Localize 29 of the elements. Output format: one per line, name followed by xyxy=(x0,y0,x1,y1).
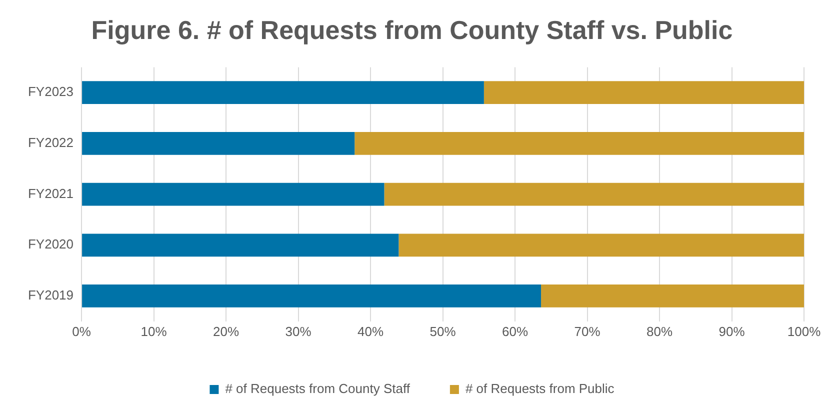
x-tick-label: 80% xyxy=(646,324,673,339)
y-tick-label: FY2021 xyxy=(28,186,74,201)
bar xyxy=(484,81,804,104)
x-tick-label: 30% xyxy=(285,324,312,339)
y-tick-label: FY2023 xyxy=(28,84,74,100)
legend-label: # of Requests from Public xyxy=(465,381,615,396)
legend-label: # of Requests from County Staff xyxy=(225,381,410,396)
bar xyxy=(384,182,804,206)
bar xyxy=(82,284,542,308)
x-tick-label: 40% xyxy=(358,324,384,339)
x-tick-label: 70% xyxy=(574,324,601,339)
bar xyxy=(82,132,355,155)
x-tick-label: 90% xyxy=(718,324,746,339)
x-tick-label: 10% xyxy=(140,324,168,339)
bar xyxy=(82,81,484,104)
x-tick-label: 0% xyxy=(72,324,92,339)
bar xyxy=(398,234,804,257)
x-tick-label: 20% xyxy=(213,324,240,339)
y-tick-label: FY2019 xyxy=(28,288,74,303)
bar xyxy=(541,284,804,308)
bar xyxy=(82,182,384,206)
bar xyxy=(82,234,399,257)
bar xyxy=(354,132,804,155)
chart-title: Figure 6. # of Requests from County Staff vs. Public xyxy=(91,14,733,45)
x-tick-label: 50% xyxy=(430,324,456,339)
x-tick-label: 60% xyxy=(502,324,528,339)
y-tick-label: FY2020 xyxy=(28,236,74,252)
x-tick-label: 100% xyxy=(787,324,822,339)
y-tick-label: FY2022 xyxy=(28,135,74,150)
